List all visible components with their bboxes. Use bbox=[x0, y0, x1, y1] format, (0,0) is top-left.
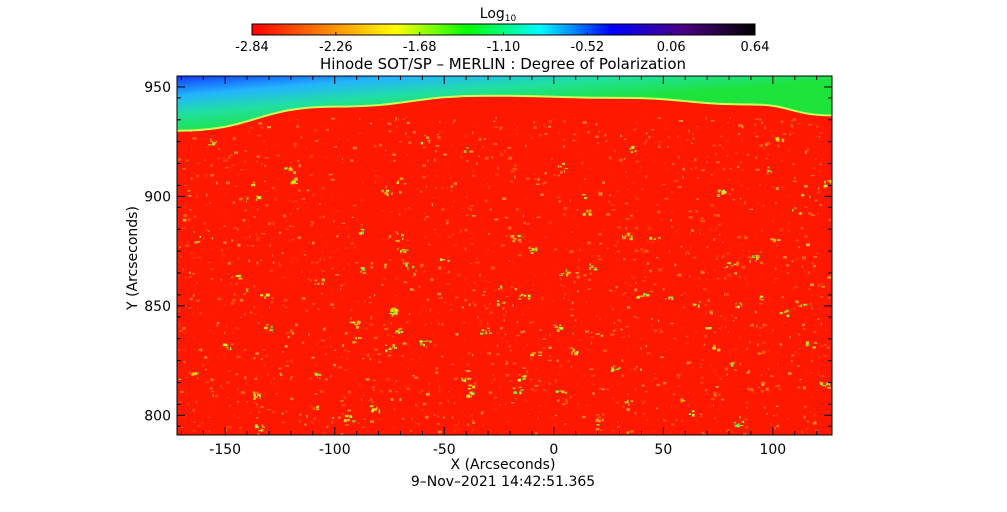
off-limb-region bbox=[177, 76, 832, 131]
y-tick-label: 850 bbox=[144, 299, 171, 315]
y-axis: 800 850 900 950 bbox=[144, 75, 832, 427]
x-tick-label: 0 bbox=[549, 442, 558, 458]
x-tick-label: 100 bbox=[759, 442, 786, 458]
colorbar-tick-label: 0.06 bbox=[657, 40, 686, 55]
x-axis-label: X (Arcseconds) bbox=[451, 457, 556, 473]
colorbar-tick-label: -2.84 bbox=[235, 40, 269, 55]
colorbar-tick-label: -1.68 bbox=[403, 40, 437, 55]
solar-disk-region bbox=[177, 76, 832, 435]
y-tick-label: 950 bbox=[144, 80, 171, 96]
colorbar-tick-label: -1.10 bbox=[487, 40, 521, 55]
plot-frame bbox=[176, 75, 833, 436]
x-tick-label: -50 bbox=[433, 442, 456, 458]
limb-edge bbox=[177, 94, 832, 132]
disk-texture bbox=[177, 116, 832, 435]
y-tick-label: 900 bbox=[144, 189, 171, 205]
colorbar-tick-label: 0.64 bbox=[741, 40, 770, 55]
chart-title: Hinode SOT/SP – MERLIN : Degree of Polar… bbox=[320, 55, 686, 73]
y-tick-label: 800 bbox=[144, 408, 171, 424]
x-tick-label: -100 bbox=[319, 442, 351, 458]
x-tick-label: -150 bbox=[209, 442, 241, 458]
plot-area bbox=[177, 76, 832, 435]
timestamp: 9–Nov–2021 14:42:51.365 bbox=[411, 474, 595, 490]
colorbar-ticks: -2.84 -2.26 -1.68 -1.10 -0.52 0.06 0.64 bbox=[235, 32, 769, 55]
colorbar-label: Log10 bbox=[480, 6, 517, 24]
x-axis: -150 -100 -50 0 50 100 bbox=[180, 76, 818, 458]
colorbar-tick-label: -2.26 bbox=[319, 40, 353, 55]
y-axis-label: Y (Arcseconds) bbox=[125, 206, 141, 311]
colorbar-tick-label: -0.52 bbox=[571, 40, 605, 55]
x-tick-label: 50 bbox=[654, 442, 672, 458]
